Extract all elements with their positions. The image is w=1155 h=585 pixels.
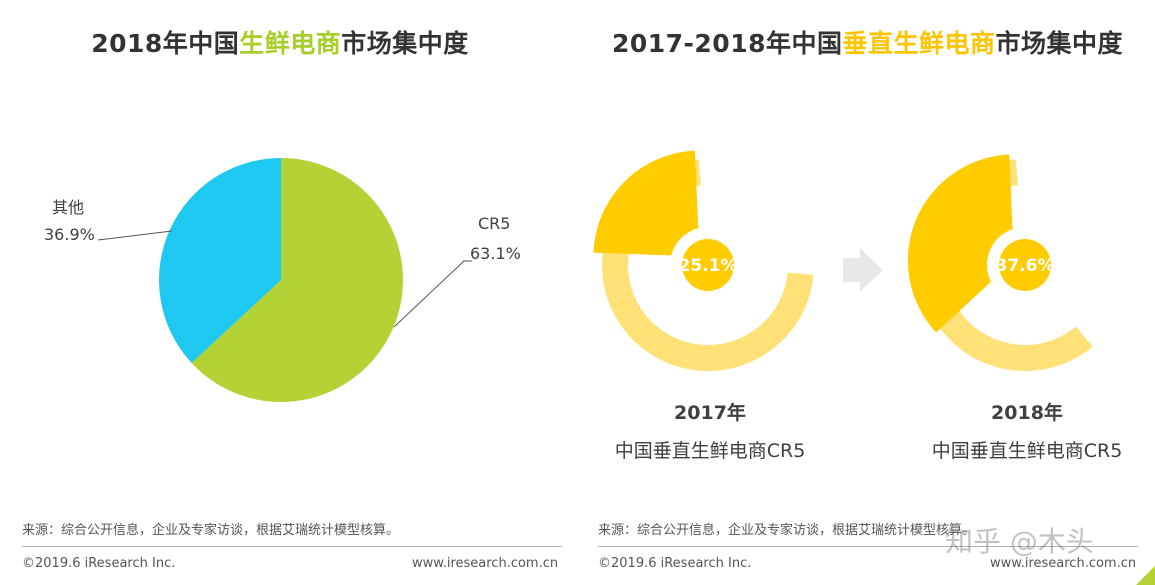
copyright-left: ©2019.6 iResearch Inc. [22, 556, 176, 571]
donut-center-2018年 [999, 239, 1051, 291]
leader-line-other [97, 230, 173, 241]
donut-value-2018年: 37.6% [996, 256, 1055, 276]
leader-line-cr5 [393, 260, 472, 328]
pie-label-other-value: 36.9% [44, 225, 95, 244]
donut-category-2017: 中国垂直生鲜电商CR5 [614, 440, 806, 462]
footer-divider-left [22, 546, 562, 547]
title-left-highlight: 生鲜电商 [239, 29, 342, 58]
title-right-prefix: 2017-2018年中国 [611, 29, 843, 58]
arrow-icon [843, 248, 883, 292]
donut-value-2017年: 25.1% [679, 256, 738, 276]
url-left: www.iresearch.com.cn [412, 556, 559, 571]
donut-center-2017年 [682, 239, 734, 291]
title-right-suffix: 市场集中度 [995, 29, 1124, 58]
title-left-prefix: 2018年中国 [91, 29, 240, 58]
pie-label-other-name: 其他 [52, 198, 85, 217]
donut-category-2018: 中国垂直生鲜电商CR5 [931, 440, 1123, 462]
source-note-right: 来源：综合公开信息，企业及专家访谈，根据艾瑞统计模型核算。 [598, 523, 976, 538]
chart-title-right: 2017-2018年中国垂直生鲜电商市场集中度 [580, 24, 1155, 60]
donut-year-2018: 2018年 [991, 402, 1063, 424]
footer-divider-right [598, 546, 1138, 547]
donut-sector-cr5-2018年 [907, 154, 1014, 333]
pie-slice-other [159, 158, 281, 363]
title-left-suffix: 市场集中度 [341, 29, 469, 58]
source-note-left: 来源：综合公开信息，企业及专家访谈，根据艾瑞统计模型核算。 [22, 523, 400, 538]
donut-sector-cr5-2017年 [593, 150, 700, 257]
url-right: www.iresearch.com.cn [990, 556, 1137, 571]
corner-triangle-icon [1136, 566, 1155, 585]
chart-title-left: 2018年中国生鲜电商市场集中度 [0, 24, 560, 60]
pie-label-cr5-name: CR5 [478, 214, 511, 233]
watermark: 知乎 @木头 [945, 525, 1094, 558]
copyright-right: ©2019.6 iResearch Inc. [598, 556, 752, 571]
pie-slice-cr5 [191, 158, 404, 402]
donut-year-2017: 2017年 [674, 402, 746, 424]
title-right-highlight: 垂直生鲜电商 [842, 29, 996, 58]
pie-label-cr5-value: 63.1% [470, 244, 521, 263]
